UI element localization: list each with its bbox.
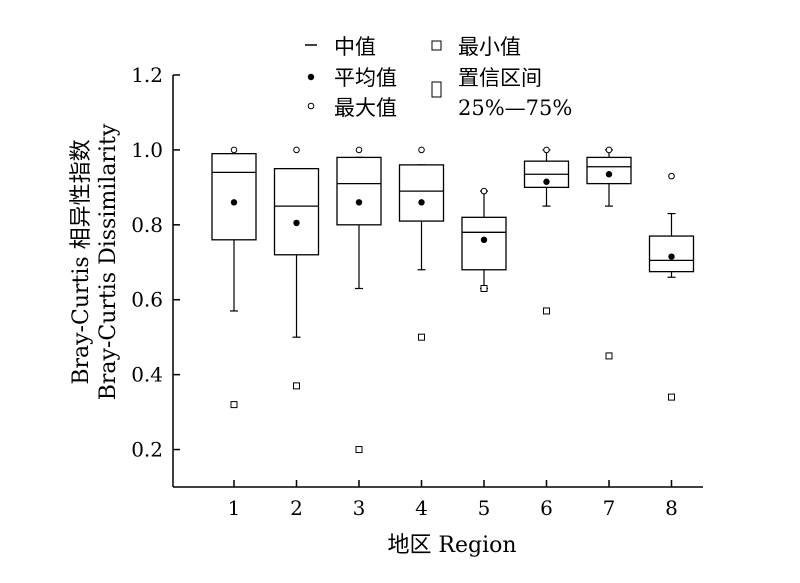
legend-mean-label: 平均值 bbox=[334, 66, 397, 90]
iqr-box bbox=[461, 216, 507, 271]
min-point bbox=[480, 284, 488, 292]
max-point bbox=[543, 146, 550, 154]
legend-max-label: 最大值 bbox=[334, 96, 397, 120]
x-tick-label: 8 bbox=[665, 496, 678, 520]
min-point bbox=[605, 352, 613, 360]
min-point bbox=[543, 307, 550, 315]
y-tick-label: 0.6 bbox=[131, 288, 163, 312]
mean-point bbox=[230, 199, 238, 206]
box-region-2 bbox=[273, 146, 320, 390]
x-tick-label: 5 bbox=[478, 496, 491, 520]
box-region-3 bbox=[336, 146, 382, 454]
box-region-8 bbox=[648, 172, 695, 401]
min-point bbox=[293, 382, 300, 390]
y-axis-label-line1: Bray-Curtis 相异性指数 bbox=[69, 139, 94, 384]
x-tick-label: 6 bbox=[540, 496, 553, 520]
max-point bbox=[605, 146, 613, 154]
legend-max-symbol bbox=[307, 102, 315, 110]
box-region-1 bbox=[211, 146, 257, 409]
x-tick-label: 4 bbox=[415, 496, 428, 520]
max-point bbox=[230, 146, 238, 154]
x-tick-label: 7 bbox=[603, 496, 616, 520]
box-region-6 bbox=[523, 146, 570, 315]
min-point bbox=[668, 393, 675, 401]
max-point bbox=[668, 172, 675, 180]
legend-ci-label-line2: 25%—75% bbox=[458, 96, 572, 120]
y-tick-label: 0.8 bbox=[131, 213, 163, 237]
legend-median-label: 中值 bbox=[334, 35, 376, 59]
max-point bbox=[293, 146, 300, 154]
y-axis-ticks: 0.2 0.4 0.6 0.8 1.0 1.2 bbox=[131, 63, 180, 462]
iqr-box bbox=[586, 156, 632, 185]
mean-point bbox=[480, 236, 488, 243]
y-tick-label: 0.2 bbox=[131, 438, 163, 462]
mean-point bbox=[355, 199, 363, 206]
min-point bbox=[230, 401, 238, 409]
iqr-box bbox=[398, 164, 445, 222]
iqr-box bbox=[273, 167, 320, 256]
x-tick-label: 1 bbox=[228, 496, 241, 520]
legend-mean-symbol bbox=[307, 73, 315, 81]
x-axis-ticks: 1 2 3 4 5 6 7 8 bbox=[228, 480, 678, 520]
mean-point bbox=[605, 171, 613, 178]
y-tick-label: 0.4 bbox=[131, 363, 163, 387]
x-tick-label: 2 bbox=[290, 496, 303, 520]
y-tick-label: 1.0 bbox=[131, 138, 163, 162]
iqr-box bbox=[336, 156, 382, 226]
mean-point bbox=[293, 219, 300, 227]
legend-min-label: 最小值 bbox=[458, 35, 521, 59]
max-point bbox=[355, 146, 363, 154]
max-point bbox=[418, 146, 425, 154]
legend-min-symbol bbox=[431, 40, 442, 51]
legend-ci-symbol bbox=[431, 81, 442, 98]
mean-point bbox=[543, 178, 550, 185]
iqr-box bbox=[211, 153, 257, 241]
mean-point bbox=[668, 253, 675, 260]
x-tick-label: 3 bbox=[353, 496, 366, 520]
y-tick-label: 1.2 bbox=[131, 63, 163, 87]
box-region-7 bbox=[586, 146, 632, 360]
x-axis-label: 地区 Region bbox=[387, 533, 516, 558]
min-point bbox=[355, 446, 363, 454]
legend-ci-label-line1: 置信区间 bbox=[458, 66, 542, 90]
box-region-5 bbox=[461, 187, 507, 292]
box-region-4 bbox=[398, 146, 445, 341]
y-axis-label-line2: Bray-Curtis Dissimilarity bbox=[96, 123, 121, 400]
max-point bbox=[480, 187, 488, 195]
box-series bbox=[211, 146, 695, 454]
min-point bbox=[418, 333, 425, 341]
legend: 中值 平均值 最大值 最小值 置信区间 25%—75% bbox=[305, 35, 572, 120]
mean-point bbox=[418, 199, 425, 206]
